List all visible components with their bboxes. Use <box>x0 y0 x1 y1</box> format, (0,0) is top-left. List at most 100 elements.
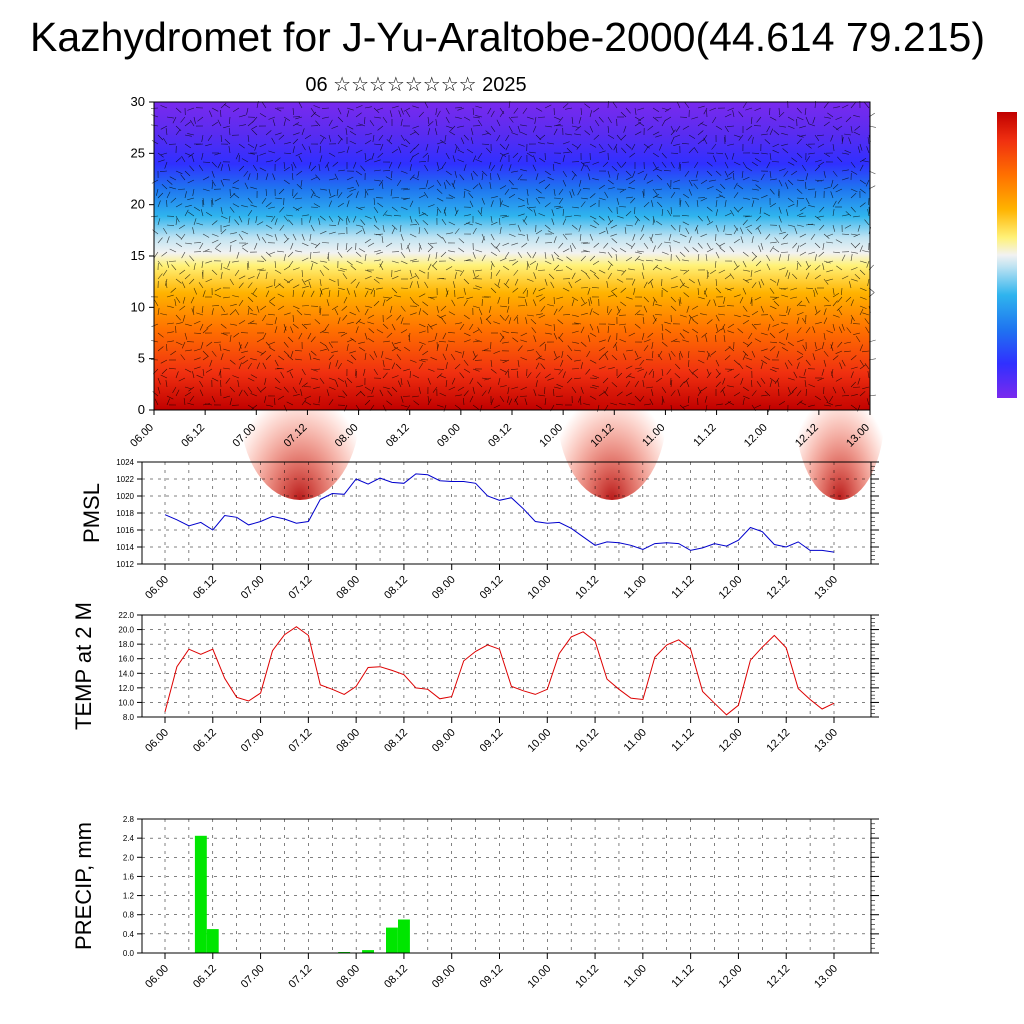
wind-barb <box>283 323 287 331</box>
wind-barb <box>751 179 759 182</box>
wind-barb <box>678 299 681 307</box>
wind-barb <box>373 197 376 206</box>
wind-barb <box>463 339 471 343</box>
wind-barb <box>589 215 597 220</box>
wind-barb <box>670 350 676 357</box>
wind-barb <box>463 134 469 141</box>
wind-barb <box>192 371 195 379</box>
wind-barb <box>565 266 573 271</box>
wind-barb <box>661 161 667 168</box>
wind-barb <box>470 128 474 136</box>
wind-barb <box>598 143 604 150</box>
wind-barb <box>493 321 501 325</box>
x-tick-label: 09.12 <box>478 574 506 602</box>
wind-barb <box>290 242 294 250</box>
wind-barb <box>731 152 735 160</box>
wind-barb <box>291 172 294 181</box>
wind-barb <box>265 173 269 181</box>
wind-barb <box>198 282 204 289</box>
wind-barb <box>628 403 636 406</box>
wind-barb <box>247 218 250 226</box>
colorbar <box>997 112 1017 398</box>
wind-barb <box>265 272 268 280</box>
wind-barb <box>151 323 159 327</box>
wind-barb <box>598 251 606 254</box>
wind-barb <box>823 186 831 190</box>
wind-barb <box>327 254 330 262</box>
panel-frame <box>141 614 872 718</box>
wind-barb <box>787 341 794 347</box>
wind-barb <box>697 215 703 222</box>
wind-barb <box>799 242 807 247</box>
wind-barb <box>247 121 254 127</box>
wind-barb <box>547 304 555 307</box>
wind-barb <box>558 197 564 205</box>
wind-barb <box>403 188 411 191</box>
wind-barb <box>367 338 375 343</box>
wind-barb <box>220 228 227 235</box>
wind-barb <box>274 157 281 163</box>
wind-barb <box>472 354 478 361</box>
wind-barb <box>841 386 846 394</box>
wind-barb <box>463 191 466 199</box>
wind-barb <box>742 353 747 361</box>
wind-barb <box>697 350 705 353</box>
wind-barb <box>778 267 786 271</box>
wind-barb <box>345 128 348 136</box>
wind-barb <box>307 332 312 340</box>
wind-barb <box>151 140 159 145</box>
wind-barb <box>274 218 278 226</box>
wind-barb <box>301 382 308 388</box>
wind-barb <box>757 227 762 235</box>
x-tick-label: 12.00 <box>717 963 745 991</box>
wind-barb <box>418 187 426 190</box>
wind-barb <box>841 275 849 280</box>
wind-barb <box>447 332 456 334</box>
wind-barb <box>386 314 393 320</box>
wind-barb <box>798 215 807 217</box>
wind-barb <box>459 174 465 181</box>
wind-barb <box>283 326 287 334</box>
wind-barb <box>850 192 857 199</box>
wind-barb <box>737 206 744 212</box>
wind-barb <box>459 372 465 379</box>
wind-barb <box>706 272 709 280</box>
wind-barb <box>301 214 309 217</box>
wind-barb <box>710 269 717 275</box>
wind-barb <box>724 274 731 280</box>
wind-barb <box>571 224 578 230</box>
wind-barb <box>643 143 650 149</box>
wind-barb <box>193 305 195 314</box>
wind-barb <box>686 380 690 388</box>
wind-barb <box>265 341 271 348</box>
wind-barb <box>165 281 168 289</box>
wind-barb <box>400 170 408 174</box>
wind-barb <box>733 260 738 268</box>
wind-barb <box>850 125 853 133</box>
wind-barb <box>613 143 618 151</box>
wind-barb <box>652 264 659 271</box>
wind-barb <box>199 380 204 388</box>
wind-barb <box>391 227 396 235</box>
wind-barb <box>634 350 639 358</box>
wind-barb <box>477 119 483 127</box>
wind-barb <box>783 170 789 177</box>
wind-barb <box>857 377 861 385</box>
wind-barb <box>782 233 789 240</box>
wind-barb <box>205 368 213 373</box>
wind-barb <box>850 355 857 361</box>
wind-barb <box>439 392 447 397</box>
wind-barb <box>292 161 297 169</box>
wind-barb <box>571 330 579 334</box>
wind-barb <box>166 343 168 352</box>
wind-barb <box>238 320 246 325</box>
wind-barb <box>292 192 298 199</box>
y-tick-label: 1018 <box>116 509 134 518</box>
wind-barb <box>364 386 372 391</box>
wind-barb <box>470 137 474 145</box>
wind-barb <box>391 287 398 294</box>
wind-barb <box>195 143 204 145</box>
wind-barb <box>189 255 195 262</box>
wind-barb <box>524 299 528 307</box>
wind-barb <box>571 341 579 344</box>
